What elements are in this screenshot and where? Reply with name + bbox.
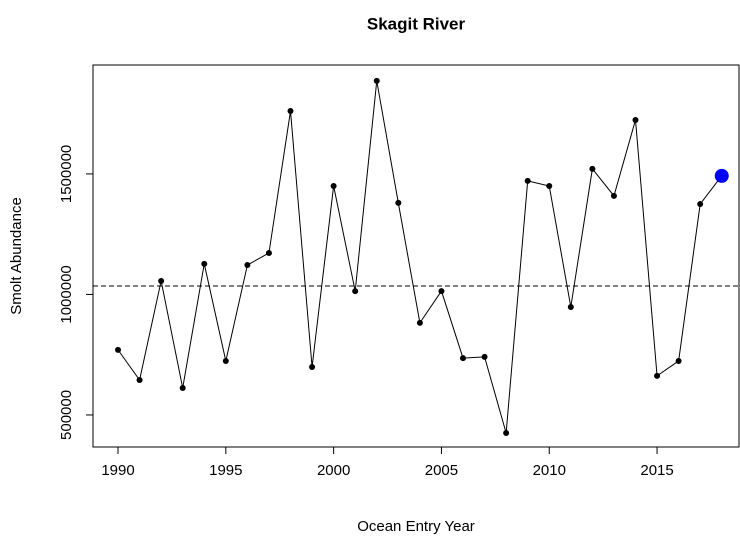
data-point [287,108,294,115]
y-axis-label: Smolt Abundance [8,197,25,315]
data-point [481,353,488,360]
x-tick-label: 2000 [317,462,350,479]
data-point [438,288,445,295]
data-point [395,199,402,206]
data-point [610,192,617,199]
data-point [546,182,553,189]
highlight-point [714,168,729,183]
x-tick-label: 2015 [640,462,673,479]
plot-box [92,64,740,448]
data-point [675,357,682,364]
data-point [524,177,531,184]
data-point [179,384,186,391]
data-point [503,430,510,437]
x-axis-label: Ocean Entry Year [357,518,475,535]
data-point [136,376,143,383]
y-tick-label: 1500000 [58,145,75,203]
x-tick-label: 1995 [209,462,242,479]
data-point [244,262,251,269]
data-line [117,80,723,434]
data-point [654,372,661,379]
data-point [373,77,380,84]
y-tick-label: 500000 [58,390,75,440]
data-point [201,260,208,267]
data-point [632,116,639,123]
x-tick-label: 2005 [425,462,458,479]
data-point [697,201,704,208]
x-tick-label: 1990 [101,462,134,479]
data-point [265,249,272,256]
data-point [309,363,316,370]
chart-title: Skagit River [367,14,466,33]
data-point [352,288,359,295]
y-tick-label: 1000000 [58,265,75,323]
data-point [330,182,337,189]
data-point [589,165,596,172]
data-point [222,357,229,364]
data-point [115,346,122,353]
data-point [416,319,423,326]
data-point [567,303,574,310]
data-point [460,355,467,362]
data-point [158,277,165,284]
x-tick-label: 2010 [533,462,566,479]
